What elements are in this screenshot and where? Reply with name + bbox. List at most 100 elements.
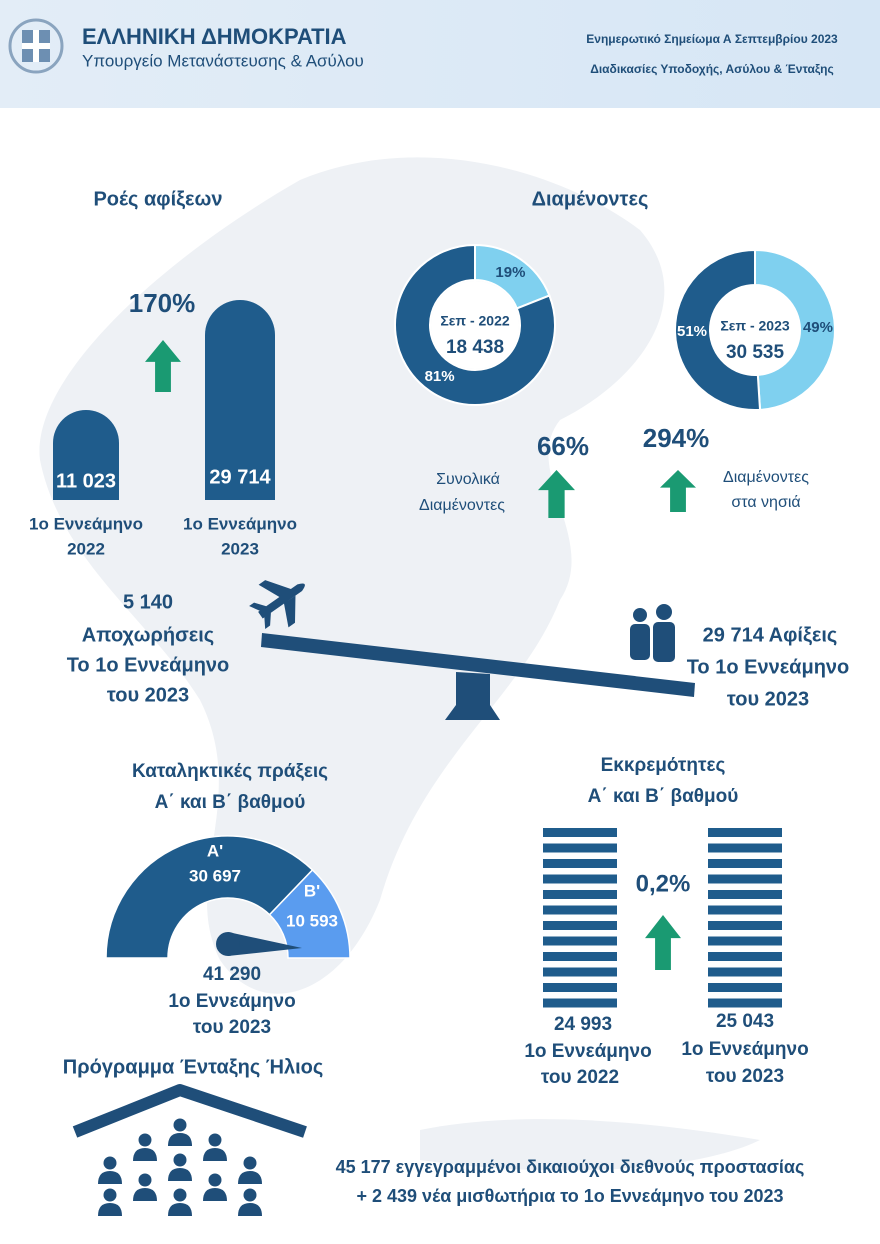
person-head xyxy=(173,1153,187,1167)
residents-label: Διαμένοντες xyxy=(419,497,505,514)
stripe xyxy=(708,874,782,884)
section-title: Πρόγραμμα Ένταξης Ήλιος xyxy=(63,1056,324,1078)
pending-period: 1ο Εννεάμηνο xyxy=(681,1039,808,1060)
person-body xyxy=(168,1133,192,1146)
arrivals-text: του 2023 xyxy=(727,688,809,710)
pending-period: 1ο Εννεάμηνο xyxy=(524,1041,651,1062)
stripe xyxy=(708,905,782,915)
emblem xyxy=(8,18,64,74)
donut-segment xyxy=(394,243,556,406)
stripe xyxy=(708,998,782,1008)
stripe xyxy=(708,828,782,837)
person-body xyxy=(133,1148,157,1161)
section-title: Διαμένοντες xyxy=(532,188,649,210)
stripe xyxy=(543,936,617,946)
stripe xyxy=(543,998,617,1008)
person-body xyxy=(238,1203,262,1216)
stripe xyxy=(543,952,617,961)
stripe xyxy=(543,874,617,884)
gauge-period: 1ο Εννεάμηνο xyxy=(168,991,295,1012)
pending-year: του 2022 xyxy=(541,1067,619,1088)
islands-label: Διαμένοντες xyxy=(723,469,809,486)
header-bg xyxy=(0,0,880,108)
stripe xyxy=(543,859,617,868)
bar-period: 1ο Εννεάμηνο xyxy=(29,514,143,533)
up-arrow xyxy=(145,340,181,392)
gauge-needle xyxy=(228,932,302,956)
person-body xyxy=(133,1188,157,1201)
person-head xyxy=(103,1156,117,1170)
donut-percent: 81% xyxy=(425,368,455,385)
donut-percent: 19% xyxy=(495,264,525,281)
person-body xyxy=(203,1148,227,1161)
up-arrow xyxy=(645,915,681,970)
stripe xyxy=(543,921,617,930)
stripe xyxy=(543,905,617,915)
gauge-total: 41 290 xyxy=(203,964,261,985)
person-body xyxy=(653,622,675,662)
bar-year: 2023 xyxy=(221,539,259,558)
gauge-name: Α' xyxy=(207,841,223,860)
donut-total: 18 438 xyxy=(446,337,504,358)
map-shape xyxy=(39,157,665,994)
pending-stripes xyxy=(543,828,782,1008)
crowd-icon xyxy=(98,1118,262,1216)
donut-hole xyxy=(431,281,519,369)
stripe xyxy=(708,967,782,977)
person-body xyxy=(630,624,650,660)
gauge-period: του 2023 xyxy=(193,1017,271,1038)
stripe xyxy=(708,921,782,930)
donut-hole xyxy=(711,286,799,374)
stripe xyxy=(543,967,617,977)
change-label: 0,2% xyxy=(636,870,691,897)
person-body xyxy=(98,1171,122,1184)
departures-text: 5 140 xyxy=(123,591,173,613)
section-title: Εκκρεμότητες xyxy=(601,755,726,776)
departures-text: Το 1ο Εννεάμηνο xyxy=(67,654,230,676)
person-body xyxy=(98,1203,122,1216)
person-body xyxy=(203,1188,227,1201)
people-icon xyxy=(630,604,675,662)
header-subtitle: Υπουργείο Μετανάστευσης & Ασύλου xyxy=(82,51,364,70)
departures-text: του 2023 xyxy=(107,684,189,706)
gauge-value: 10 593 xyxy=(286,911,338,930)
helios-text: 45 177 εγγεγραμμένοι δικαιούχοι διεθνούς… xyxy=(336,1157,805,1177)
gauge xyxy=(105,835,351,959)
donut-label: Σεπ - 2023 xyxy=(720,318,790,334)
bar-year: 2022 xyxy=(67,539,105,558)
person-body xyxy=(168,1203,192,1216)
change-label: 66% xyxy=(537,431,589,461)
donut-segment xyxy=(674,248,762,411)
section-title: Ροές αφίξεων xyxy=(93,188,222,210)
islands-label: στα νησιά xyxy=(731,494,800,511)
helios-text: + 2 439 νέα μισθωτήρια το 1ο Εννεάμηνο τ… xyxy=(357,1186,784,1206)
seesaw-plank xyxy=(261,633,695,697)
gauge-segment xyxy=(105,835,314,959)
arrival-bar xyxy=(53,410,119,500)
donut-label: Σεπ - 2022 xyxy=(440,313,510,329)
stripe xyxy=(543,828,617,837)
emblem-ring xyxy=(8,18,64,74)
arrival-bar xyxy=(205,300,275,500)
departures-text: Αποχωρήσεις xyxy=(82,624,214,646)
person-head xyxy=(173,1188,187,1202)
stripe xyxy=(708,859,782,868)
person-head xyxy=(138,1173,152,1187)
header-title: ΕΛΛΗΝΙΚΗ ΔΗΜΟΚΡΑΤΙΑ xyxy=(82,24,347,49)
arrivals-text: 29 714 Αφίξεις xyxy=(703,624,838,646)
gauge-hub xyxy=(216,932,240,956)
bar-value: 29 714 xyxy=(209,466,271,488)
person-head xyxy=(103,1188,117,1202)
person-body xyxy=(238,1171,262,1184)
up-arrow xyxy=(660,470,696,512)
stripe xyxy=(543,983,617,992)
person-head xyxy=(173,1118,187,1132)
plane xyxy=(249,580,305,629)
note-title: Ενημερωτικό Σημείωμα Α Σεπτεμβρίου 2023 xyxy=(586,32,838,46)
map-shape xyxy=(420,1119,760,1171)
stripe xyxy=(708,936,782,946)
person-head xyxy=(138,1133,152,1147)
up-arrow xyxy=(538,470,575,518)
